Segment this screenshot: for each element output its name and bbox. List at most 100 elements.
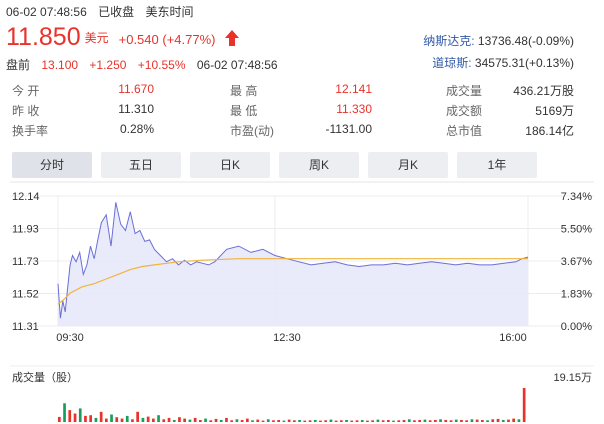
volume-bar <box>131 419 134 422</box>
price-change: +0.540 (+4.77%) <box>118 32 216 47</box>
volume-bar <box>313 420 317 422</box>
volume-title: 成交量（股） <box>12 370 78 384</box>
y-tick-label: 12.14 <box>12 191 40 203</box>
volume-bar <box>89 415 92 422</box>
stat-pe-label: 市盈(动) <box>230 124 274 138</box>
index-nasdaq[interactable]: 纳斯达克: 13736.48(-0.09%) <box>423 32 574 49</box>
volume-bar <box>146 416 150 422</box>
volume-bar <box>58 416 61 422</box>
volume-bar <box>167 417 171 422</box>
volume-bar <box>298 420 301 422</box>
stat-open-value: 11.670 <box>118 82 154 96</box>
up-arrow-icon <box>225 30 240 46</box>
x-axis-time-labels: 09:30 12:30 16:00 <box>56 332 527 344</box>
volume-bar <box>355 420 359 422</box>
index-nasdaq-value: 13736.48(-0.09%) <box>477 34 574 48</box>
volume-bar <box>324 420 327 422</box>
premarket-change: +1.250 <box>89 58 127 72</box>
chart-period-tabs: 分时 五日 日K 周K 月K 1年 <box>12 152 546 178</box>
tab-five-day[interactable]: 五日 <box>101 152 181 178</box>
stat-turnover-label: 换手率 <box>12 124 49 138</box>
volume-bar <box>115 417 119 422</box>
y-tick-label: 11.31 <box>12 321 39 333</box>
volume-bar <box>460 420 463 422</box>
volume-bar <box>183 418 186 422</box>
price-summary: 11.850 美元 +0.540 (+4.77%) <box>6 23 240 51</box>
volume-bar <box>397 420 401 422</box>
tab-intraday[interactable]: 分时 <box>12 152 92 178</box>
volume-bar <box>413 420 416 422</box>
quote-datetime: 06-02 07:48:56 <box>6 5 87 19</box>
volume-bar <box>319 420 322 422</box>
volume-bar <box>444 420 448 422</box>
y-right-tick-label: 3.67% <box>561 256 592 268</box>
volume-bar <box>387 420 390 422</box>
volume-bar <box>246 418 249 422</box>
intraday-chart[interactable]: 12.14 11.93 11.73 11.52 11.31 7.34% 5.50… <box>0 180 604 424</box>
stat-low-value: 11.330 <box>336 102 372 116</box>
volume-bar <box>303 420 307 422</box>
volume-bar <box>282 420 286 422</box>
volume-bar <box>188 419 192 422</box>
volume-bar <box>261 420 265 422</box>
volume-bar <box>423 419 427 422</box>
volume-bar <box>209 420 213 422</box>
volume-bar <box>350 420 354 422</box>
price-area <box>58 202 528 326</box>
stat-high-value: 12.141 <box>335 82 372 96</box>
volume-bar <box>501 420 505 422</box>
y-tick-label: 11.73 <box>12 256 39 268</box>
volume-bar <box>439 419 442 422</box>
volume-bar <box>219 420 223 422</box>
y-axis-price-labels: 12.14 11.93 11.73 11.52 11.31 <box>12 191 40 333</box>
quote-status-line: 06-02 07:48:56 已收盘 美东时间 <box>6 3 201 20</box>
volume-bar <box>152 418 155 422</box>
volume-bar <box>340 420 343 422</box>
index-dow[interactable]: 道琼斯: 34575.31(+0.13%) <box>432 54 574 71</box>
currency-unit: 美元 <box>84 31 109 45</box>
y-tick-label: 11.93 <box>12 224 39 236</box>
tab-monthly-k[interactable]: 月K <box>368 152 448 178</box>
stat-market-cap-value: 186.14亿 <box>525 124 574 138</box>
volume-bar <box>481 420 484 422</box>
volume-bar <box>491 419 495 422</box>
x-tick-label: 09:30 <box>56 332 84 344</box>
volume-bar <box>63 403 66 422</box>
premarket-line: 盘前 13.100 +1.250 +10.55% 06-02 07:48:56 <box>6 56 278 73</box>
volume-bar <box>78 408 82 422</box>
volume-max-label: 19.15万 <box>553 372 592 384</box>
stat-market-cap-label: 总市值 <box>446 124 483 138</box>
volume-bar <box>178 417 181 422</box>
current-price: 11.850 <box>6 23 81 51</box>
volume-bar <box>334 420 338 422</box>
volume-bar <box>266 419 270 422</box>
volume-bar <box>162 419 166 422</box>
volume-bar <box>428 420 432 422</box>
volume-bar <box>287 419 291 422</box>
tab-weekly-k[interactable]: 周K <box>279 152 359 178</box>
stat-amount-label: 成交额 <box>446 104 483 118</box>
volume-bar <box>240 420 244 422</box>
volume-bar <box>522 388 526 422</box>
volume-bar <box>465 420 468 422</box>
volume-bar <box>68 410 72 422</box>
y-right-tick-label: 1.83% <box>561 289 592 301</box>
volume-bar <box>293 420 296 422</box>
volume-bar <box>454 419 458 422</box>
volume-bar <box>345 420 348 422</box>
index-dow-name: 道琼斯: <box>432 56 472 70</box>
volume-bar <box>470 419 474 422</box>
volume-bar <box>449 420 453 422</box>
market-status: 已收盘 <box>98 5 135 19</box>
volume-bar <box>204 418 207 422</box>
tab-daily-k[interactable]: 日K <box>190 152 270 178</box>
premarket-label: 盘前 <box>6 58 31 72</box>
volume-bar <box>407 419 411 422</box>
tab-one-year[interactable]: 1年 <box>457 152 537 178</box>
volume-bars <box>58 388 526 422</box>
volume-bar <box>434 420 437 422</box>
y-right-tick-label: 7.34% <box>561 191 592 203</box>
market-timezone: 美东时间 <box>145 5 194 19</box>
x-tick-label: 16:00 <box>499 332 527 344</box>
volume-bar <box>366 420 369 422</box>
